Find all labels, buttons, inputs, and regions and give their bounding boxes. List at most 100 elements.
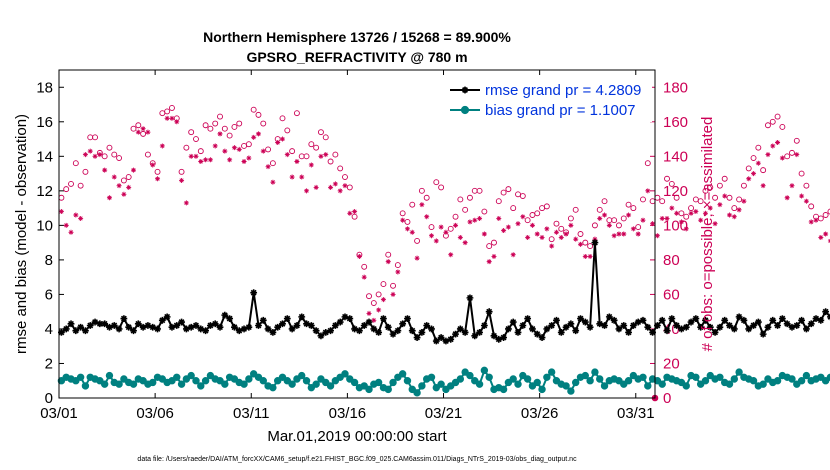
obs-possible-point bbox=[745, 165, 752, 172]
rmse-point bbox=[192, 322, 200, 329]
legend-rmse-marker bbox=[461, 86, 469, 94]
rmse-point bbox=[654, 322, 661, 329]
obs-assimilated-point bbox=[803, 198, 809, 204]
obs-possible-point bbox=[519, 193, 526, 199]
bias-point bbox=[677, 378, 686, 387]
rmse-point bbox=[235, 327, 243, 335]
bias-point bbox=[499, 385, 508, 394]
obs-possible-point bbox=[808, 203, 815, 210]
rmse-point bbox=[778, 315, 786, 322]
obs-assimilated-point bbox=[231, 145, 237, 151]
rmse-point bbox=[586, 323, 594, 331]
obs-assimilated-point bbox=[409, 229, 415, 235]
rmse-point bbox=[557, 329, 565, 336]
bias-point bbox=[586, 377, 594, 385]
obs-assimilated-point bbox=[126, 184, 132, 190]
bias-point bbox=[346, 375, 354, 383]
obs-assimilated-point bbox=[78, 215, 84, 221]
bias-point bbox=[413, 389, 421, 397]
obs-assimilated-point bbox=[87, 148, 93, 154]
obs-possible-point bbox=[635, 224, 642, 231]
obs-possible-point bbox=[231, 124, 238, 130]
obs-possible-point bbox=[226, 132, 233, 139]
y-right-tick-label: 20 bbox=[663, 355, 680, 372]
obs-assimilated-point bbox=[443, 229, 449, 235]
rmse-point bbox=[264, 325, 272, 333]
bias-point bbox=[322, 378, 330, 387]
rmse-point bbox=[730, 325, 738, 333]
bias-point bbox=[591, 368, 599, 376]
rmse-point bbox=[605, 313, 613, 321]
rmse-point bbox=[615, 325, 623, 333]
bias-point bbox=[552, 377, 561, 385]
obs-assimilated-point bbox=[179, 177, 185, 183]
bias-point bbox=[384, 385, 392, 394]
bias-point bbox=[259, 377, 267, 385]
obs-possible-point bbox=[250, 106, 257, 113]
obs-possible-point bbox=[462, 206, 469, 213]
rmse-point bbox=[408, 327, 416, 335]
obs-assimilated-point bbox=[356, 253, 362, 259]
obs-assimilated-point bbox=[707, 205, 713, 211]
rmse-point bbox=[110, 322, 118, 329]
y-right-tick-label: 0 bbox=[663, 390, 671, 407]
bias-point bbox=[149, 378, 157, 387]
obs-assimilated-point bbox=[529, 222, 535, 228]
x-tick-label: 03/06 bbox=[136, 405, 174, 422]
obs-assimilated-point bbox=[404, 226, 410, 232]
obs-possible-point bbox=[197, 148, 204, 155]
bias-point bbox=[826, 373, 830, 381]
bias-point bbox=[221, 380, 229, 388]
obs-assimilated-point bbox=[717, 202, 723, 208]
obs-assimilated-point bbox=[510, 252, 516, 258]
obs-possible-point bbox=[702, 187, 709, 194]
obs-assimilated-point bbox=[722, 193, 728, 199]
rmse-point bbox=[106, 323, 113, 331]
rmse-point bbox=[389, 330, 397, 338]
rmse-point bbox=[216, 323, 224, 331]
obs-possible-point bbox=[789, 149, 795, 156]
rmse-point bbox=[245, 323, 253, 331]
obs-possible-point bbox=[169, 105, 175, 111]
obs-possible-point bbox=[303, 153, 310, 160]
rmse-point bbox=[711, 329, 719, 336]
obs-possible-point bbox=[659, 198, 666, 205]
bias-point bbox=[360, 382, 368, 390]
obs-assimilated-point bbox=[578, 241, 583, 247]
obs-possible-point bbox=[731, 205, 738, 212]
bias-point bbox=[177, 380, 186, 388]
rmse-point bbox=[197, 325, 205, 333]
rmse-point bbox=[721, 316, 729, 324]
obs-assimilated-point bbox=[198, 158, 204, 164]
obs-assimilated-point bbox=[265, 164, 271, 170]
obs-assimilated-point bbox=[304, 188, 310, 194]
obs-assimilated-point bbox=[328, 184, 334, 190]
bias-point bbox=[288, 380, 296, 388]
obs-possible-point bbox=[620, 215, 627, 222]
obs-assimilated-point bbox=[159, 143, 165, 149]
bias-point bbox=[293, 375, 301, 383]
chart-title-line2: GPSRO_REFRACTIVITY @ 780 m bbox=[246, 49, 467, 65]
bias-point bbox=[644, 382, 652, 390]
rmse-point bbox=[658, 316, 666, 324]
obs-assimilated-point bbox=[308, 162, 314, 168]
rmse-point bbox=[562, 323, 570, 331]
obs-possible-point bbox=[361, 263, 368, 270]
obs-assimilated-point bbox=[236, 146, 242, 152]
obs-assimilated-point bbox=[347, 210, 353, 216]
rmse-point bbox=[663, 327, 671, 335]
bias-point bbox=[312, 380, 320, 388]
obs-possible-point bbox=[447, 225, 454, 232]
y-left-tick-label: 12 bbox=[36, 183, 53, 200]
obs-possible-point bbox=[380, 281, 387, 288]
obs-assimilated-point bbox=[597, 215, 603, 221]
obs-assimilated-point bbox=[491, 253, 497, 259]
obs-assimilated-point bbox=[294, 158, 300, 164]
rmse-point bbox=[250, 289, 258, 297]
bias-point bbox=[182, 375, 191, 383]
rmse-point bbox=[754, 318, 762, 326]
bias-point bbox=[206, 371, 215, 380]
rmse-point bbox=[639, 316, 647, 324]
bias-point bbox=[341, 370, 349, 378]
obs-assimilated-point bbox=[342, 183, 348, 189]
